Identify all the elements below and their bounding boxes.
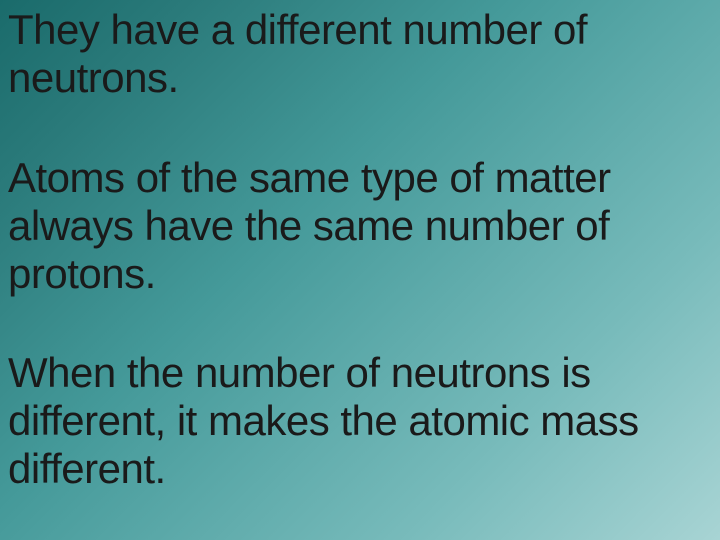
paragraph-3: When the number of neutrons is different… (8, 349, 706, 493)
spacer-2 (8, 297, 706, 349)
spacer-1 (8, 102, 706, 154)
slide-container: They have a different number of neutrons… (0, 0, 720, 540)
paragraph-1: They have a different number of neutrons… (8, 6, 706, 102)
paragraph-2: Atoms of the same type of matter always … (8, 154, 706, 298)
